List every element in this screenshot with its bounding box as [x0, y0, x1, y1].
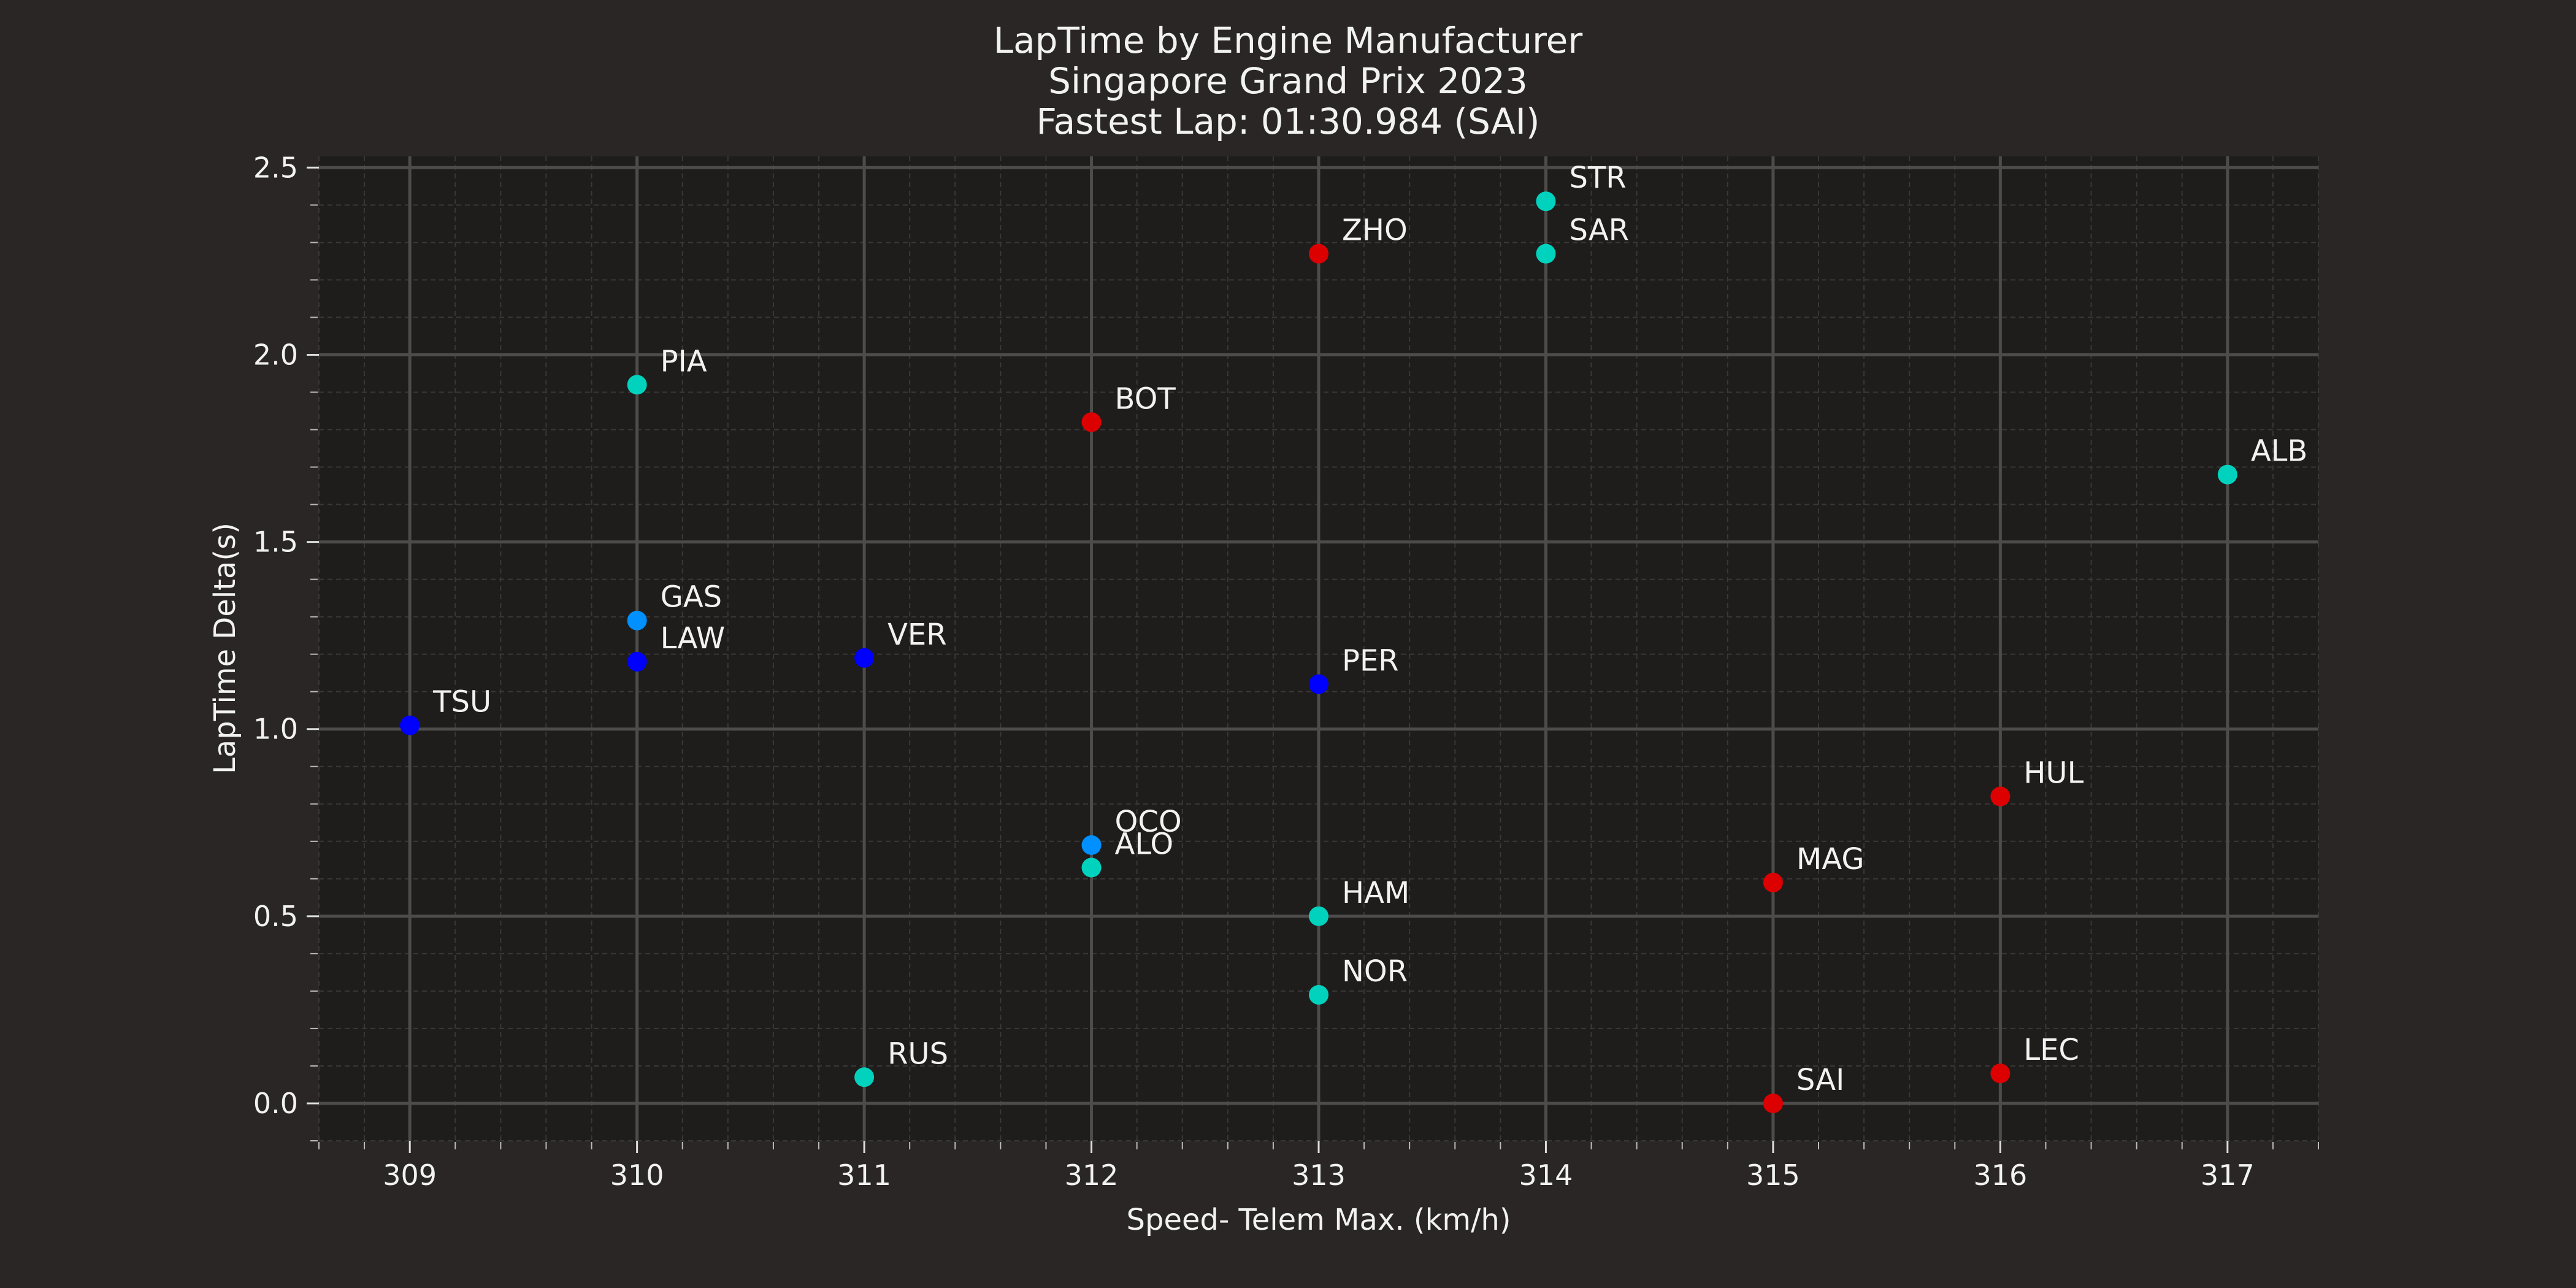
chart-subtitle-fastest-lap: Fastest Lap: 01:30.984 (SAI) — [1037, 101, 1540, 142]
point-label-bot: BOT — [1115, 381, 1176, 416]
point-label-zho: ZHO — [1342, 213, 1408, 248]
data-point-sar — [1536, 243, 1556, 264]
data-point-alo — [1081, 857, 1102, 878]
data-point-gas — [627, 610, 647, 631]
point-label-sar: SAR — [1569, 213, 1629, 248]
data-point-str — [1536, 191, 1556, 212]
x-tick-label: 315 — [1746, 1159, 1800, 1192]
point-label-tsu: TSU — [432, 685, 491, 719]
x-tick-label: 311 — [837, 1159, 891, 1192]
x-tick-label: 310 — [610, 1159, 664, 1192]
point-label-gas: GAS — [661, 580, 723, 615]
point-label-rus: RUS — [887, 1037, 948, 1071]
data-point-tsu — [400, 715, 420, 735]
x-tick-labels: 309 310 311 312 313 314 315 316 317 — [383, 1159, 2254, 1192]
data-point-ver — [854, 648, 875, 668]
y-tick-label: 1.0 — [253, 713, 298, 746]
y-tick-label: 0.0 — [253, 1087, 298, 1120]
x-tick-label: 316 — [1973, 1159, 2027, 1192]
axis-ticks — [307, 166, 2319, 1153]
point-label-hul: HUL — [2023, 756, 2083, 791]
x-tick-label: 313 — [1292, 1159, 1346, 1192]
x-axis-label: Speed- Telem Max. (km/h) — [1127, 1203, 1511, 1237]
data-point-oco — [1081, 835, 1102, 855]
x-tick-label: 314 — [1519, 1159, 1573, 1192]
data-point-ham — [1309, 906, 1328, 926]
data-point-mag — [1763, 872, 1783, 892]
point-label-str: STR — [1569, 161, 1626, 195]
point-label-pia: PIA — [661, 344, 707, 378]
x-tick-label: 317 — [2201, 1159, 2255, 1192]
point-label-mag: MAG — [1796, 842, 1865, 876]
data-point-pia — [627, 375, 647, 395]
y-axis-label: LapTime Delta(s) — [208, 523, 242, 774]
y-tick-label: 0.5 — [253, 900, 298, 933]
point-label-per: PER — [1342, 643, 1399, 678]
point-label-alo: ALO — [1115, 827, 1174, 862]
data-point-zho — [1309, 243, 1328, 264]
data-point-hul — [1990, 786, 2011, 807]
data-point-rus — [854, 1067, 875, 1087]
data-point-lec — [1990, 1064, 2011, 1084]
data-point-nor — [1309, 984, 1328, 1005]
y-tick-label: 2.0 — [253, 338, 298, 371]
point-label-nor: NOR — [1342, 954, 1408, 989]
chart-subtitle: Singapore Grand Prix 2023 — [1048, 60, 1528, 102]
point-label-ham: HAM — [1342, 876, 1409, 910]
point-label-alb: ALB — [2251, 434, 2308, 469]
x-tick-label: 312 — [1065, 1159, 1119, 1192]
y-tick-label: 2.5 — [253, 151, 298, 184]
chart-title: LapTime by Engine Manufacturer — [994, 20, 1583, 61]
point-label-ver: VER — [887, 618, 947, 652]
data-point-per — [1309, 674, 1328, 694]
point-label-lec: LEC — [2023, 1033, 2079, 1067]
data-points — [400, 191, 2237, 1113]
x-tick-label: 309 — [383, 1159, 437, 1192]
data-point-bot — [1081, 412, 1102, 432]
y-tick-label: 1.5 — [253, 526, 298, 559]
data-point-law — [627, 651, 647, 672]
data-point-sai — [1763, 1093, 1783, 1113]
y-tick-labels: 0.0 0.5 1.0 1.5 2.0 2.5 — [253, 151, 298, 1120]
point-label-sai: SAI — [1796, 1063, 1844, 1097]
point-label-law: LAW — [661, 621, 726, 656]
data-point-alb — [2217, 464, 2237, 485]
major-grid — [319, 156, 2318, 1141]
point-label-oco: OCO — [1115, 805, 1182, 839]
